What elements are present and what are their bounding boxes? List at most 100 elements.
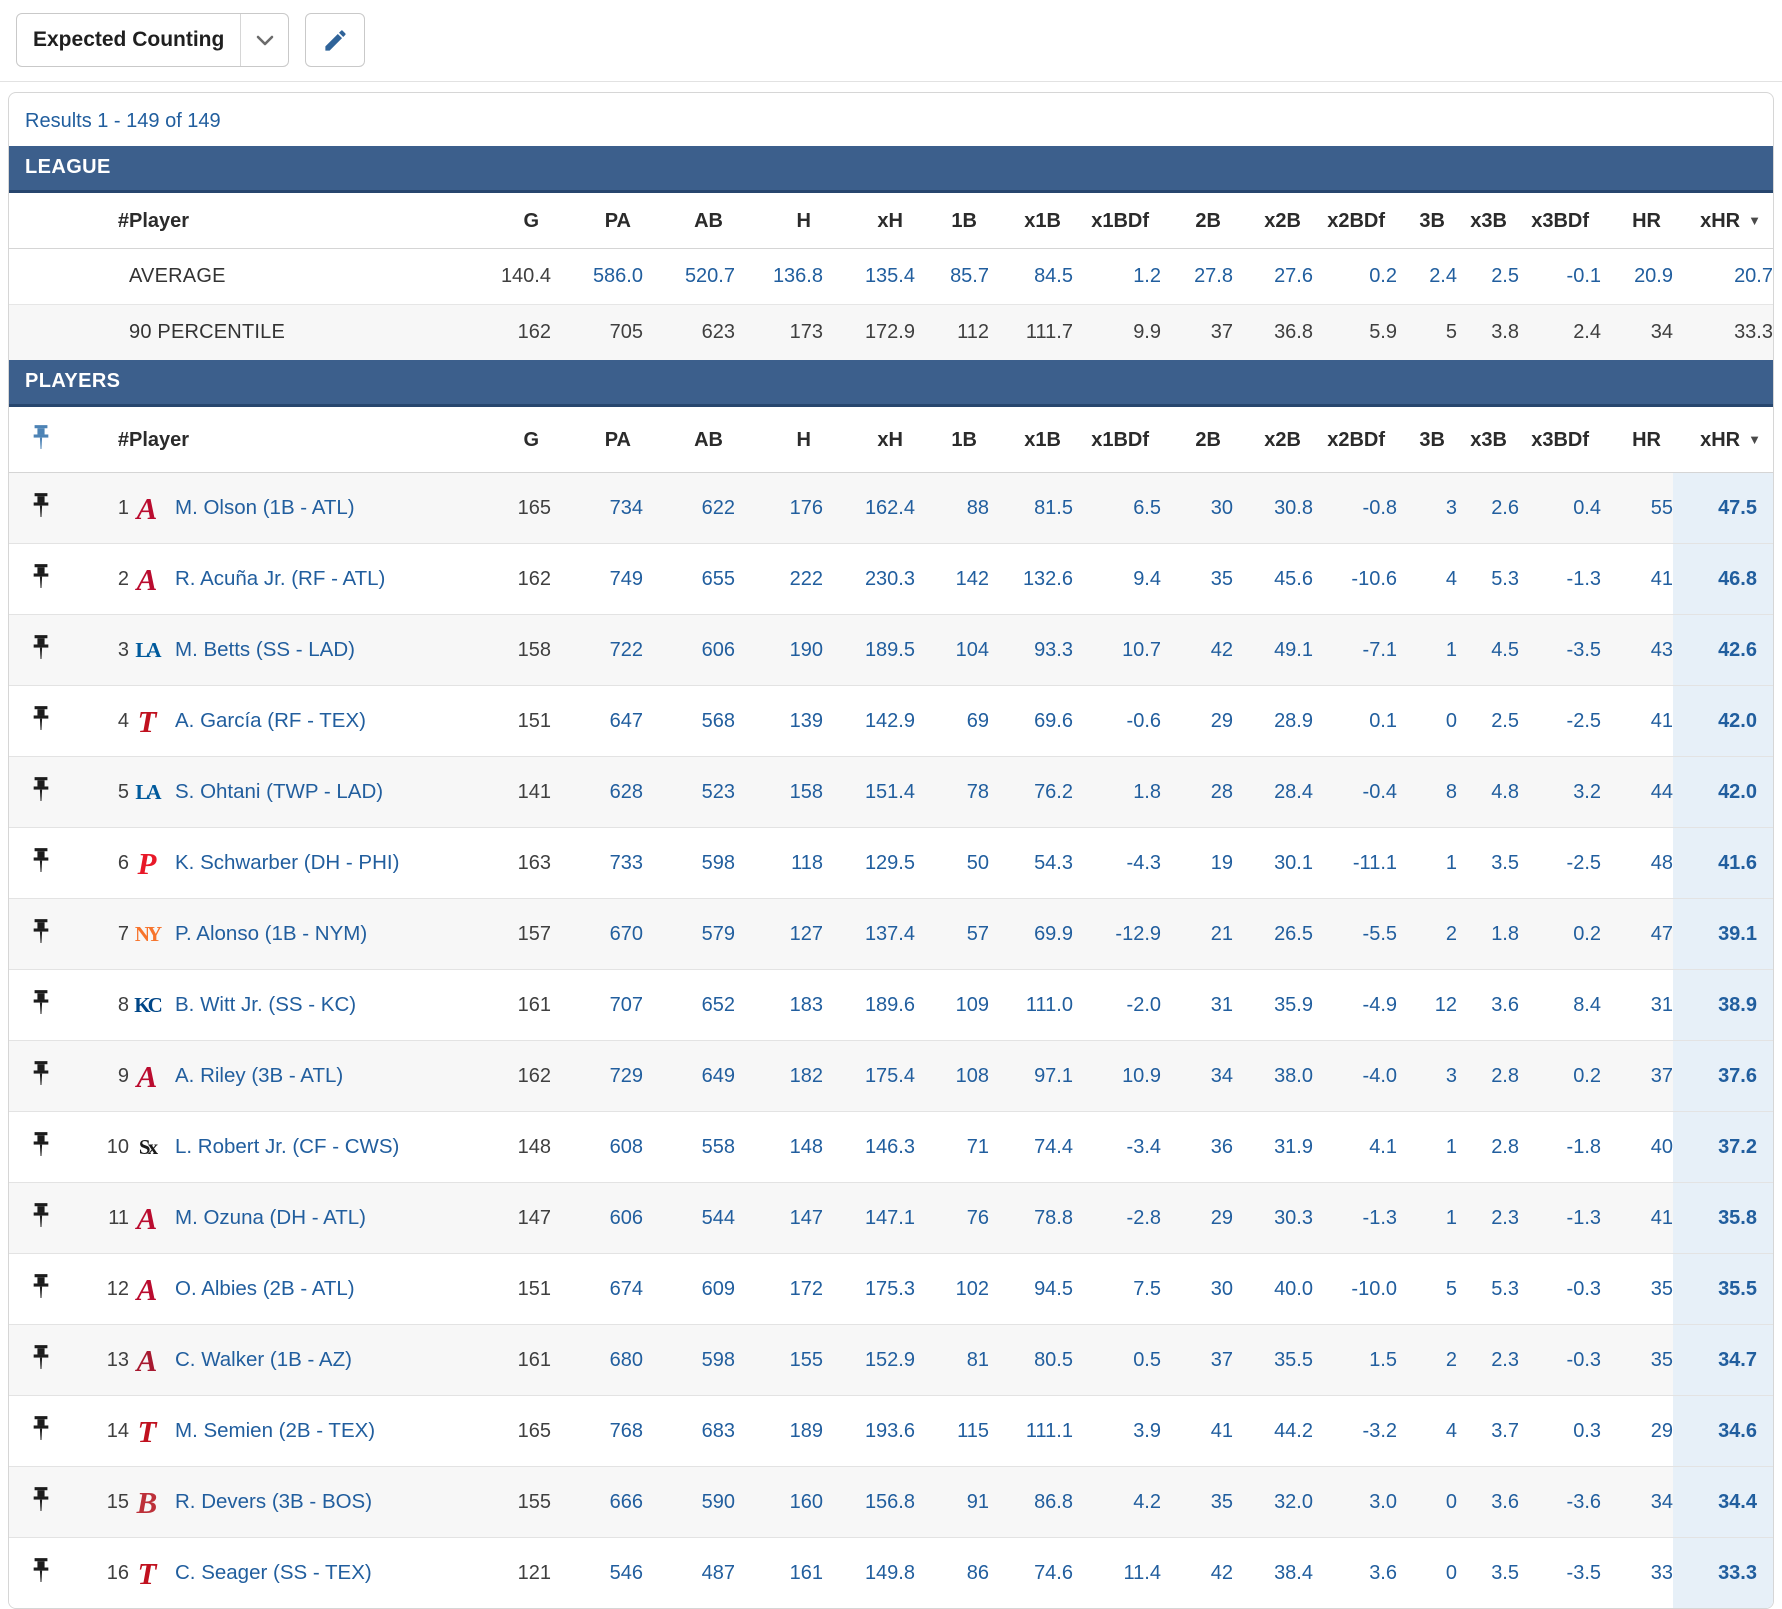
column-header-x3B[interactable]: x3B: [1457, 193, 1519, 249]
pin-icon[interactable]: [30, 989, 52, 1016]
column-header-xHR[interactable]: xHR ▼: [1673, 407, 1773, 473]
column-header-x2BDf[interactable]: x2BDf: [1313, 193, 1397, 249]
stat-2B: 27.8: [1161, 248, 1233, 305]
pin-icon[interactable]: [30, 705, 52, 732]
column-header-3B[interactable]: 3B: [1397, 193, 1457, 249]
column-header-x1BDf[interactable]: x1BDf: [1073, 193, 1161, 249]
stat-x2B: 38.0: [1233, 1040, 1313, 1112]
player-link[interactable]: O. Albies (2B - ATL): [175, 1277, 355, 1300]
pin-icon[interactable]: [30, 1131, 52, 1158]
stat-x1B: 74.4: [989, 1111, 1073, 1183]
team-logo-ATL: A: [136, 1200, 158, 1236]
stat-xHR: 42.0: [1673, 685, 1773, 757]
column-header-x3BDf[interactable]: x3BDf: [1519, 193, 1601, 249]
column-header-x3B[interactable]: x3B: [1457, 407, 1519, 473]
column-header-xH[interactable]: xH: [823, 193, 915, 249]
player-link[interactable]: P. Alonso (1B - NYM): [175, 922, 368, 945]
pin-icon[interactable]: [30, 1060, 52, 1087]
edit-button[interactable]: [305, 13, 366, 67]
column-header-H[interactable]: H: [735, 193, 823, 249]
league-row-label: AVERAGE: [129, 248, 465, 305]
stat-1B: 69: [915, 685, 989, 757]
pin-icon[interactable]: [30, 492, 52, 519]
player-link[interactable]: C. Seager (SS - TEX): [175, 1561, 372, 1584]
pin-icon[interactable]: [30, 1486, 52, 1513]
stat-PA: 729: [551, 1040, 643, 1112]
column-header-1B[interactable]: 1B: [915, 407, 989, 473]
column-header-G[interactable]: G: [465, 193, 551, 249]
stat-HR: 20.9: [1601, 248, 1673, 305]
player-link[interactable]: M. Ozuna (DH - ATL): [175, 1206, 366, 1229]
column-header-label: x2BDf: [1327, 210, 1385, 232]
column-header-2B[interactable]: 2B: [1161, 407, 1233, 473]
pin-icon[interactable]: [30, 1202, 52, 1229]
column-header-PA[interactable]: PA: [551, 407, 643, 473]
pin-icon[interactable]: [30, 776, 52, 803]
column-header-HR[interactable]: HR: [1601, 193, 1673, 249]
pin-icon[interactable]: [30, 1415, 52, 1442]
column-header-label: PA: [604, 210, 631, 232]
column-header-1B[interactable]: 1B: [915, 193, 989, 249]
stat-1B: 109: [915, 969, 989, 1041]
sort-desc-icon[interactable]: ▼: [1748, 432, 1761, 447]
column-header-AB[interactable]: AB: [643, 407, 735, 473]
sort-desc-icon[interactable]: ▼: [1748, 213, 1761, 228]
column-header-x2B[interactable]: x2B: [1233, 407, 1313, 473]
column-header-G[interactable]: G: [465, 407, 551, 473]
stat-x3BDf: -3.6: [1519, 1466, 1601, 1538]
stat-x1BDf: 10.9: [1073, 1040, 1161, 1112]
player-link[interactable]: M. Semien (2B - TEX): [175, 1419, 376, 1442]
column-header-label: x3BDf: [1531, 429, 1589, 451]
stat-PA: 647: [551, 685, 643, 757]
player-link[interactable]: A. García (RF - TEX): [175, 709, 366, 732]
column-header-HR[interactable]: HR: [1601, 407, 1673, 473]
player-cell: A C. Walker (1B - AZ): [129, 1324, 465, 1396]
column-header-H[interactable]: H: [735, 407, 823, 473]
stat-1B: 76: [915, 1182, 989, 1254]
pin-icon[interactable]: [30, 1344, 52, 1371]
player-link[interactable]: B. Witt Jr. (SS - KC): [175, 993, 357, 1016]
column-header-3B[interactable]: 3B: [1397, 407, 1457, 473]
pin-icon[interactable]: [30, 847, 52, 874]
stat-x1B: 78.8: [989, 1182, 1073, 1254]
player-link[interactable]: L. Robert Jr. (CF - CWS): [175, 1135, 400, 1158]
player-link[interactable]: K. Schwarber (DH - PHI): [175, 851, 400, 874]
stat-PA: 608: [551, 1111, 643, 1183]
player-link[interactable]: R. Devers (3B - BOS): [175, 1490, 373, 1513]
stat-x2B: 31.9: [1233, 1111, 1313, 1183]
column-header-x2BDf[interactable]: x2BDf: [1313, 407, 1397, 473]
pin-icon[interactable]: [30, 634, 52, 661]
column-header-x1B[interactable]: x1B: [989, 193, 1073, 249]
stat-1B: 102: [915, 1253, 989, 1325]
view-dropdown[interactable]: Expected Counting: [16, 13, 290, 67]
pin-icon[interactable]: [30, 1557, 52, 1584]
column-header-2B[interactable]: 2B: [1161, 193, 1233, 249]
stat-x1B: 74.6: [989, 1537, 1073, 1608]
player-link[interactable]: R. Acuña Jr. (RF - ATL): [175, 567, 386, 590]
column-header-x2B[interactable]: x2B: [1233, 193, 1313, 249]
column-header-xH[interactable]: xH: [823, 407, 915, 473]
player-link[interactable]: M. Betts (SS - LAD): [175, 638, 355, 661]
pin-icon[interactable]: [30, 918, 52, 945]
player-cell: LA M. Betts (SS - LAD): [129, 614, 465, 686]
column-header-x1BDf[interactable]: x1BDf: [1073, 407, 1161, 473]
stat-2B: 37: [1161, 1324, 1233, 1396]
pin-icon[interactable]: [30, 563, 52, 590]
pin-icon[interactable]: [30, 424, 52, 451]
stat-xHR: 34.6: [1673, 1395, 1773, 1467]
stat-3B: 1: [1397, 1182, 1457, 1254]
column-header-x3BDf[interactable]: x3BDf: [1519, 407, 1601, 473]
player-link[interactable]: S. Ohtani (TWP - LAD): [175, 780, 384, 803]
player-link[interactable]: A. Riley (3B - ATL): [175, 1064, 344, 1087]
player-link[interactable]: C. Walker (1B - AZ): [175, 1348, 352, 1371]
chevron-down-icon[interactable]: [240, 14, 288, 66]
stat-xHR: 42.0: [1673, 756, 1773, 828]
column-header-AB[interactable]: AB: [643, 193, 735, 249]
player-link[interactable]: M. Olson (1B - ATL): [175, 496, 355, 519]
column-header-x1B[interactable]: x1B: [989, 407, 1073, 473]
stat-x2BDf: 4.1: [1313, 1111, 1397, 1183]
pin-icon[interactable]: [30, 1273, 52, 1300]
column-header-PA[interactable]: PA: [551, 193, 643, 249]
column-header-xHR[interactable]: xHR ▼: [1673, 193, 1773, 249]
